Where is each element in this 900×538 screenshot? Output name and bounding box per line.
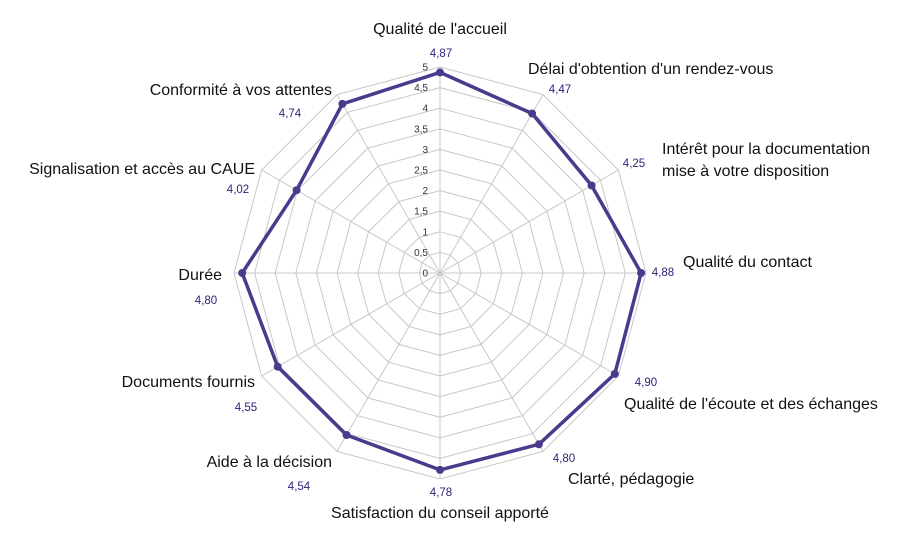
radial-tick-labels: 0 0,5 1 1,5 2 2,5 3 3,5 4 4,5 5 <box>414 63 428 280</box>
data-point <box>534 440 543 449</box>
axis-spoke <box>439 272 619 377</box>
value-label: 4,87 <box>430 48 452 60</box>
tick-label: 5 <box>422 63 428 74</box>
category-label: Aide à la décision <box>207 454 332 471</box>
value-label: 4,25 <box>623 158 645 170</box>
value-label: 4,55 <box>235 402 257 414</box>
category-label: Documents fournis <box>122 374 255 391</box>
series-line <box>240 70 643 472</box>
data-point <box>292 186 301 195</box>
data-point <box>587 181 596 190</box>
tick-label: 4 <box>422 104 428 115</box>
tick-label: 1,5 <box>414 207 428 218</box>
axis-spoke <box>439 94 544 274</box>
data-point <box>338 99 347 108</box>
category-label: Clarté, pédagogie <box>568 471 694 488</box>
value-label: 4,88 <box>652 267 674 279</box>
tick-label: 2,5 <box>414 166 428 177</box>
category-label: Durée <box>178 267 222 284</box>
value-label: 4,54 <box>288 481 311 493</box>
tick-label: 1 <box>422 227 428 238</box>
axis-spoke <box>261 169 441 274</box>
data-point <box>273 362 282 371</box>
radar-grid <box>233 66 647 480</box>
axis-spoke <box>439 272 544 452</box>
radar-series <box>238 68 646 474</box>
category-label: Intérêt pour la documentation mise à votr… <box>662 141 870 180</box>
value-label: 4,90 <box>635 377 657 389</box>
data-point <box>436 465 444 474</box>
data-point <box>342 431 351 439</box>
category-label: Qualité de l'écoute et des échanges <box>624 396 878 413</box>
data-point <box>637 269 646 277</box>
tick-label: 3,5 <box>414 124 428 135</box>
value-label: 4,80 <box>553 453 575 465</box>
value-label: 4,47 <box>549 84 571 96</box>
tick-label: 0 <box>422 269 428 280</box>
category-label: Qualité de l'accueil <box>373 21 507 38</box>
axis-spoke <box>336 272 441 452</box>
data-point <box>528 109 537 118</box>
tick-label: 4,5 <box>414 83 428 94</box>
axis-spoke <box>336 94 441 274</box>
category-labels: Qualité de l'accueil Délai d'obtention d'… <box>29 21 878 522</box>
category-label: Conformité à vos attentes <box>150 82 332 99</box>
tick-label: 2 <box>422 186 428 197</box>
category-label: Satisfaction du conseil apporté <box>331 505 549 522</box>
data-point <box>436 68 444 77</box>
value-label: 4,02 <box>227 184 249 196</box>
value-label: 4,74 <box>279 108 302 120</box>
tick-label: 3 <box>422 145 428 156</box>
value-label: 4,78 <box>430 487 452 499</box>
category-label: Délai d'obtention d'un rendez-vous <box>528 61 773 78</box>
data-point <box>238 269 247 277</box>
axis-spoke <box>261 272 441 377</box>
value-label: 4,80 <box>195 295 217 307</box>
category-label: Qualité du contact <box>683 254 813 271</box>
category-label: Signalisation et accès au CAUE <box>29 161 255 178</box>
value-labels: 4,874,474,254,884,904,804,784,544,554,80… <box>195 48 674 499</box>
tick-label: 0,5 <box>414 248 428 259</box>
data-point <box>610 369 619 378</box>
